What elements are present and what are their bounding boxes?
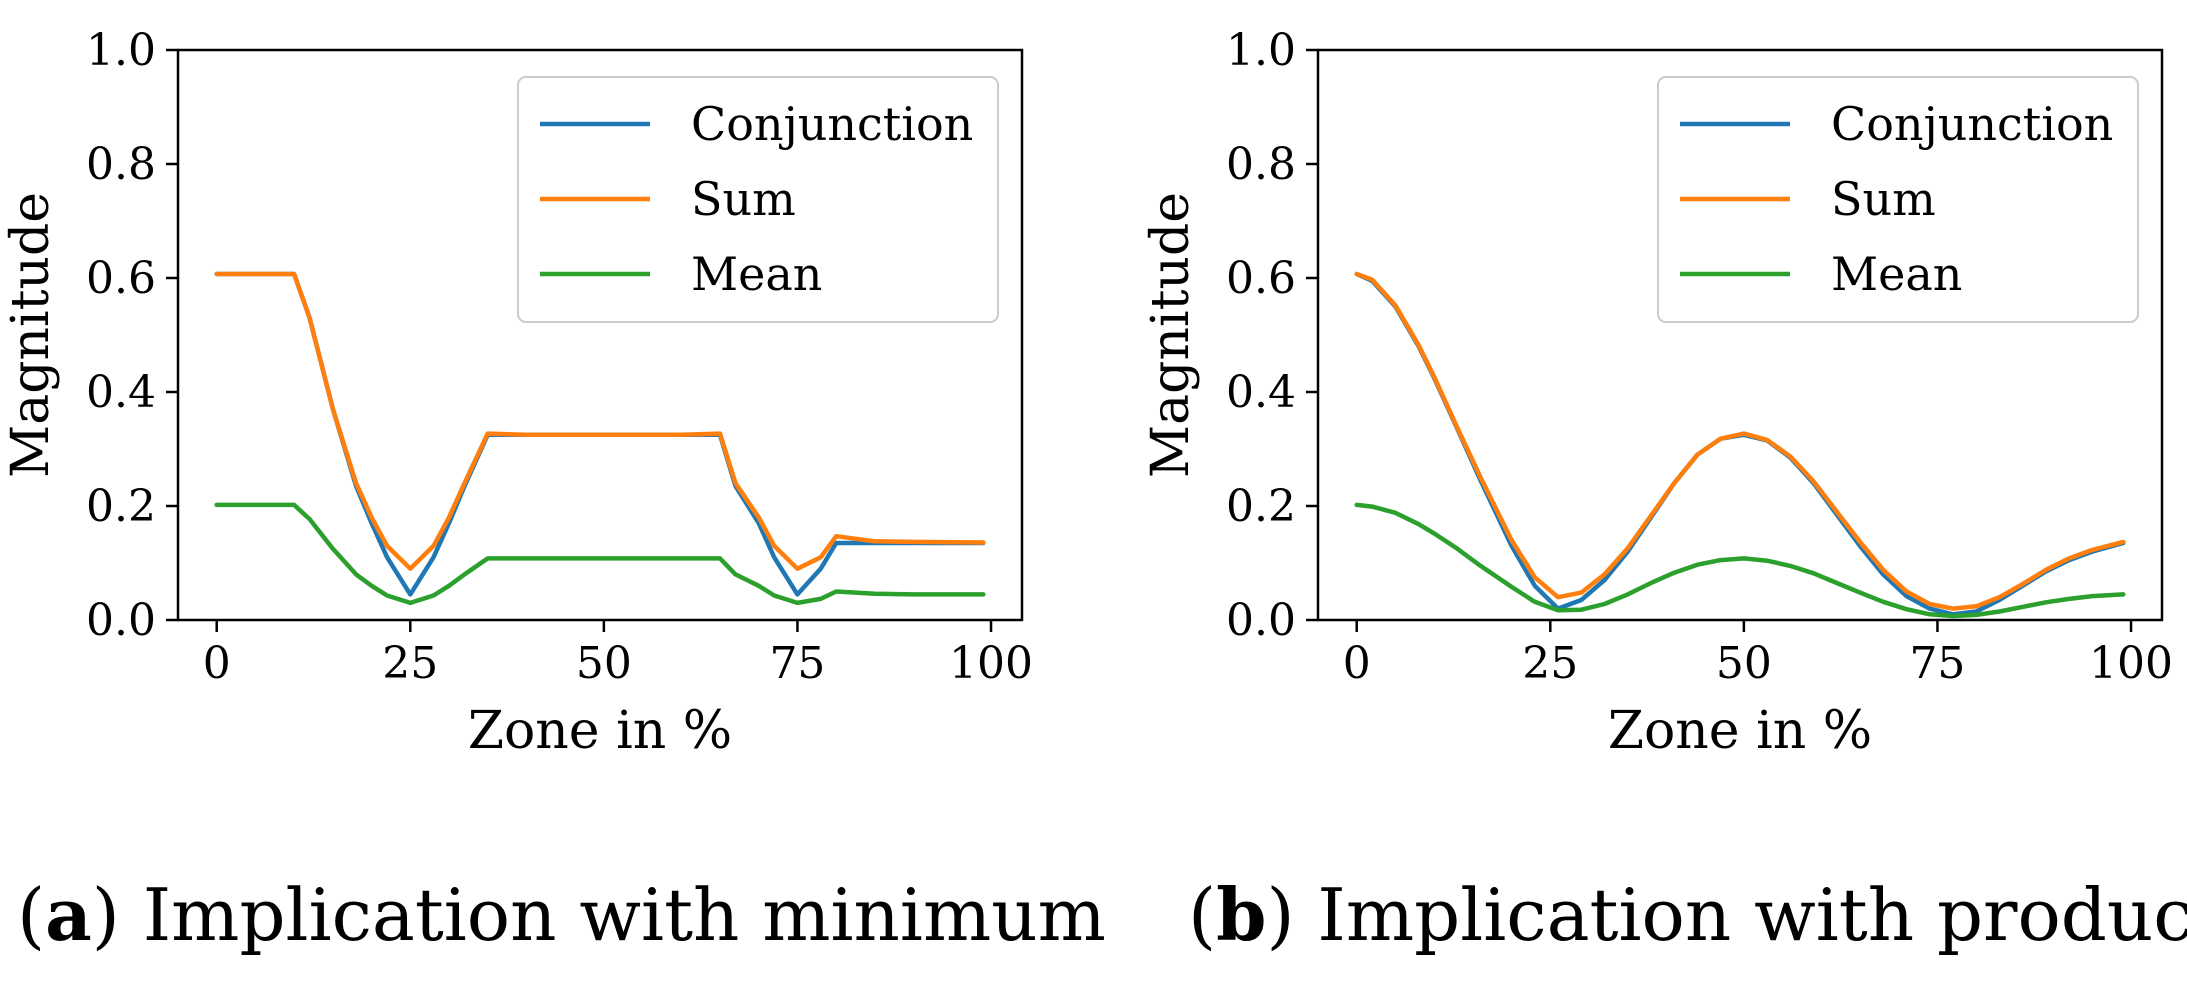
caption-b-text: Implication with product [1317, 873, 2187, 957]
x-tick-label: 50 [576, 638, 632, 689]
caption-a-text: Implication with minimum [143, 873, 1106, 957]
series-line-sum [1354, 271, 2126, 611]
x-tick-label: 0 [203, 638, 231, 689]
y-tick-label: 0.0 [1226, 595, 1296, 646]
x-tick-label: 25 [382, 638, 438, 689]
y-tick-label: 0.0 [86, 595, 156, 646]
series-line-conjunction [1354, 271, 2126, 617]
y-tick-label: 0.8 [86, 139, 156, 190]
y-tick-label: 0.4 [1226, 367, 1296, 418]
x-axis-label: Zone in % [1608, 701, 1872, 761]
x-axis-label: Zone in % [468, 701, 732, 761]
y-tick-label: 1.0 [1226, 25, 1296, 76]
y-tick-label: 0.8 [1226, 139, 1296, 190]
legend-label-mean: Mean [1831, 247, 1962, 301]
legend-label-sum: Sum [691, 172, 796, 226]
legend: Conjunction Sum Mean [517, 76, 999, 323]
caption-b: (b) Implication with product [1188, 872, 2187, 957]
series-line-mean [1354, 502, 2126, 619]
panel-a: 0 25 50 75 100 0.0 0.2 0.4 0.6 0.8 1.0 Zone in % Mag… [1, 25, 1033, 761]
panel-b: 0 25 50 75 100 0.0 0.2 0.4 0.6 0.8 1.0 Zone in % Mag… [1141, 25, 2173, 761]
caption-a-tag: a [45, 872, 92, 957]
caption-b-tag: b [1216, 872, 1266, 957]
x-tick-label: 75 [769, 638, 825, 689]
x-tick-label: 50 [1716, 638, 1772, 689]
plot-frame [176, 48, 1024, 622]
legend-label-conjunction: Conjunction [691, 97, 973, 151]
series-line-sum [214, 271, 986, 571]
legend-label-mean: Mean [691, 247, 822, 301]
legend: Conjunction Sum Mean [1657, 76, 2139, 323]
y-tick-label: 0.6 [1226, 253, 1296, 304]
legend-label-conjunction: Conjunction [1831, 97, 2113, 151]
x-tick-label: 75 [1909, 638, 1965, 689]
x-tick-label: 100 [2089, 638, 2173, 689]
legend-box [1657, 76, 2139, 323]
x-tick-label: 25 [1522, 638, 1578, 689]
y-tick-label: 1.0 [86, 25, 156, 76]
y-tick-label: 0.2 [1226, 481, 1296, 532]
caption-a: (a) Implication with minimum [17, 872, 1106, 957]
y-tick-label: 0.6 [86, 253, 156, 304]
plot-frame [1316, 48, 2164, 622]
series-line-mean [214, 502, 986, 606]
y-tick-label: 0.4 [86, 367, 156, 418]
legend-box [517, 76, 999, 323]
x-tick-label: 0 [1343, 638, 1371, 689]
legend-label-sum: Sum [1831, 172, 1936, 226]
x-tick-label: 100 [949, 638, 1033, 689]
y-tick-label: 0.2 [86, 481, 156, 532]
y-axis-label: Magnitude [1, 192, 61, 478]
y-axis-label: Magnitude [1141, 192, 1201, 478]
